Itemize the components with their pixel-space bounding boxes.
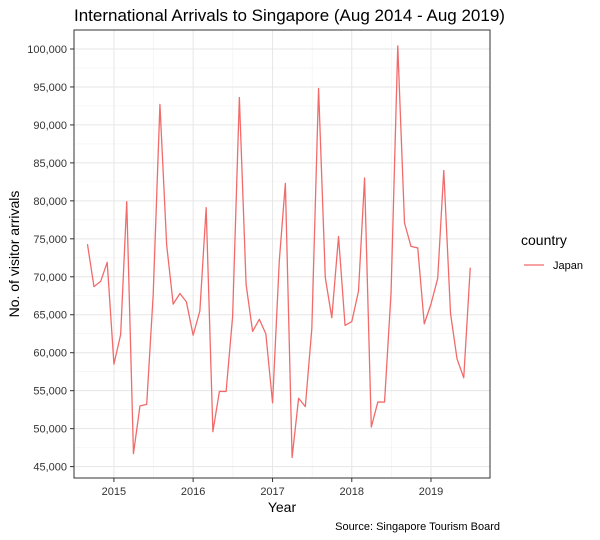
grid-lines [74,30,490,478]
x-axis-title: Year [268,499,297,515]
plot-background [74,30,490,478]
x-tick-label: 2018 [340,486,364,498]
y-tick-label: 60,000 [33,348,67,360]
plot-area [73,29,491,479]
y-axis-title: No. of visitor arrivals [6,191,22,318]
y-tick-label: 85,000 [33,158,67,170]
x-axis: 2015 2016 2017 2018 2019 [102,478,443,498]
y-tick-label: 70,000 [33,272,67,284]
y-tick-label: 90,000 [33,120,67,132]
y-tick-label: 65,000 [33,310,67,322]
y-tick-label: 45,000 [33,462,67,474]
source-caption: Source: Singapore Tourism Board [335,521,500,533]
y-tick-label: 55,000 [33,386,67,398]
legend: country Japan [521,232,583,272]
plot-border [73,29,491,479]
chart-title: International Arrivals to Singapore (Aug… [74,6,505,25]
legend-label-japan: Japan [553,260,583,272]
y-tick-label: 75,000 [33,234,67,246]
x-tick-label: 2016 [181,486,205,498]
y-tick-label: 80,000 [33,196,67,208]
series-line-japan [86,45,471,459]
y-axis: 45,000 50,000 55,000 60,000 65,000 70,000 75,0… [27,44,74,474]
y-tick-label: 100,000 [27,44,67,56]
y-tick-label: 50,000 [33,424,67,436]
legend-title: country [521,232,567,248]
x-tick-label: 2019 [419,486,443,498]
y-tick-label: 95,000 [33,82,67,94]
x-tick-label: 2017 [260,486,284,498]
x-tick-label: 2015 [102,486,126,498]
